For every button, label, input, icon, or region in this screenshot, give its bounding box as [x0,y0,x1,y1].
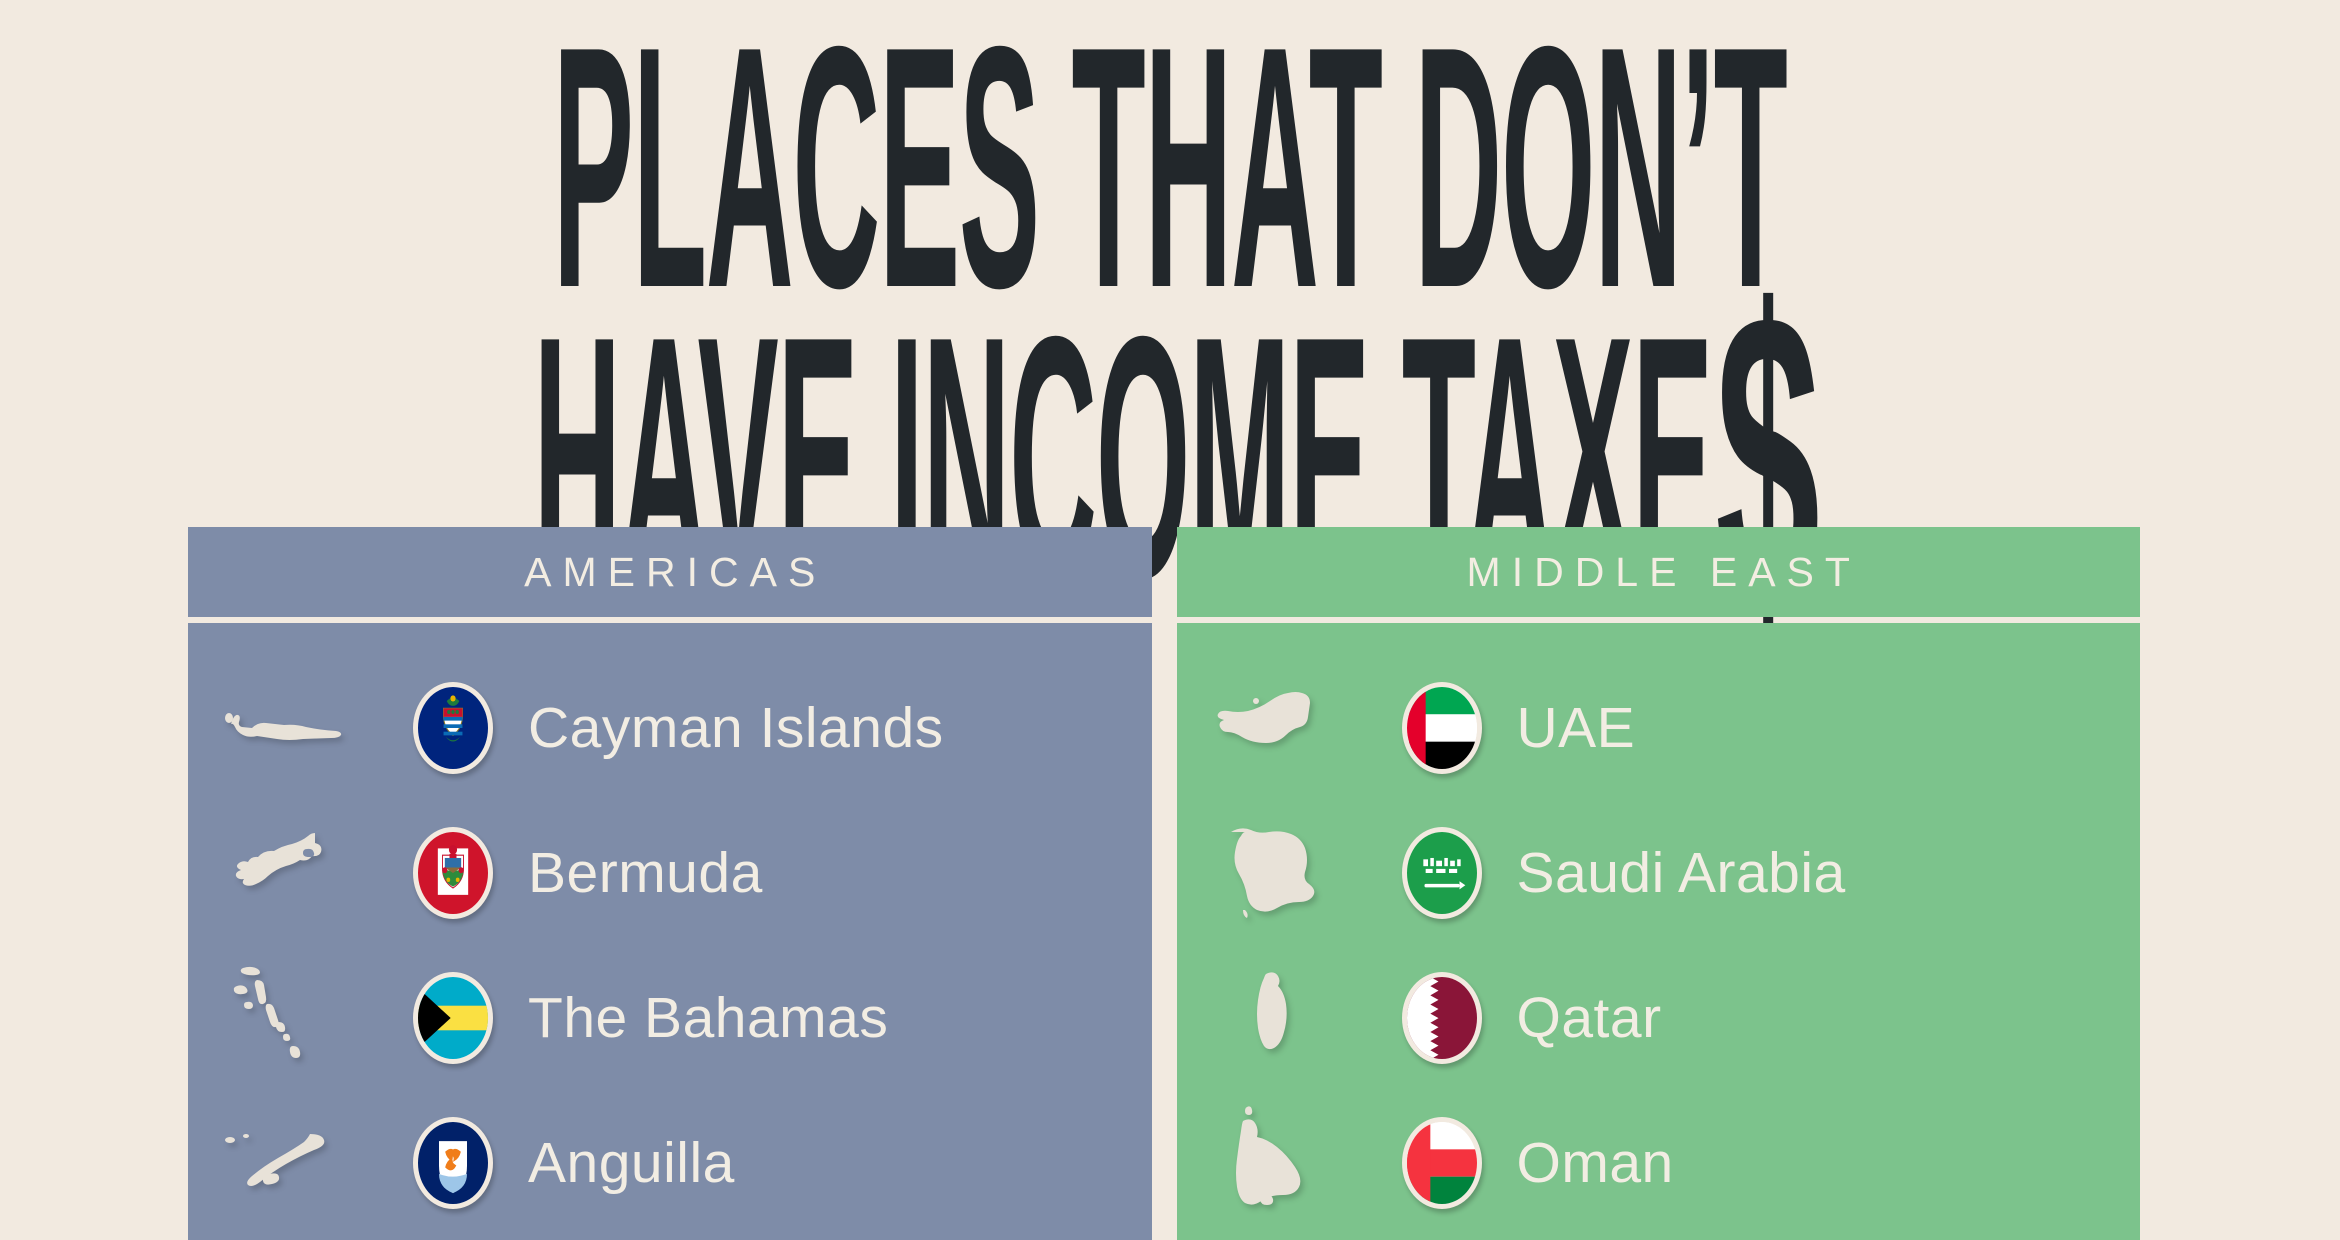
list-item[interactable]: Anguilla [188,1090,1152,1235]
panel-middle-east: MIDDLE EAST [1176,527,2141,1240]
saudi-arabia-flag-icon [1367,826,1517,919]
the-bahamas-map-icon [188,958,378,1078]
cayman-islands-map-icon [188,698,378,758]
list-item[interactable]: Cayman Islands [188,655,1152,800]
country-name: Saudi Arabia [1516,840,1846,905]
the-bahamas-flag-icon [378,971,528,1064]
country-name: Qatar [1516,985,1662,1050]
bermuda-flag-icon [378,826,528,919]
anguilla-flag-icon [378,1116,528,1209]
oman-flag-icon [1367,1116,1517,1209]
regions-container: AMERICAS [188,527,2140,1240]
list-item[interactable]: UAE [1177,655,2141,800]
title-line-1: PLACES THAT DON’T [553,0,1788,360]
panel-body-middle-east: UAE [1176,623,2141,1240]
list-item[interactable]: Saudi Arabia [1177,800,2141,945]
panel-header-americas: AMERICAS [188,527,1152,617]
uae-map-icon [1177,683,1367,773]
saudi-arabia-map-icon [1177,818,1367,928]
country-name: UAE [1516,695,1636,760]
country-name: Cayman Islands [528,695,944,760]
infographic-title: PLACES THAT DON’T HAVE INCOME TAXE $ [0,0,2340,667]
country-name: Oman [1516,1130,1674,1195]
qatar-map-icon [1177,968,1367,1068]
panel-body-americas: Cayman Islands [188,623,1152,1240]
list-item[interactable]: Bermuda [188,800,1152,945]
oman-map-icon [1177,1103,1367,1223]
list-item[interactable]: Qatar [1177,945,2141,1090]
anguilla-map-icon [188,1118,378,1208]
list-item[interactable]: The Bahamas [188,945,1152,1090]
panel-header-middle-east: MIDDLE EAST [1176,527,2140,617]
uae-flag-icon [1367,681,1517,774]
list-item[interactable]: Oman [1177,1090,2141,1235]
panel-americas: AMERICAS [188,527,1152,1240]
country-name: Anguilla [528,1130,735,1195]
qatar-flag-icon [1367,971,1517,1064]
country-name: The Bahamas [528,985,889,1050]
country-name: Bermuda [528,840,763,905]
bermuda-map-icon [188,832,378,913]
cayman-islands-flag-icon [378,681,528,774]
